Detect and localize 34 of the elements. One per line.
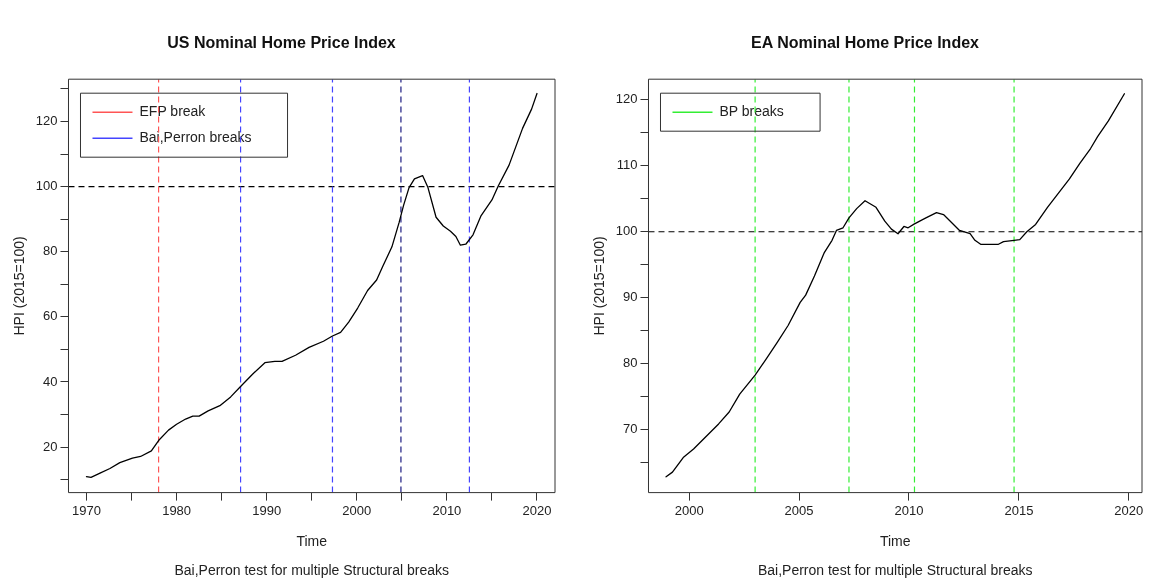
ref-line-label: EFP break [139,103,207,120]
y-tick-label: 110 [616,157,638,173]
y-tick-label: 80 [623,355,638,371]
x-tick-label: 2015 [1004,502,1034,518]
y-tick-label: 100 [35,178,58,194]
y-tick-label: 20 [43,438,58,454]
y-tick-label: 40 [43,373,58,389]
y-axis-title: HPI (2015=100) [591,236,608,336]
x-tick-label: 2010 [894,502,924,518]
x-tick-label: 2020 [522,502,552,518]
y-tick-label: 70 [623,421,638,437]
text: Bai,Perron test for multiple Structural breaks [757,562,1033,578]
y-tick-label: 120 [615,91,638,107]
x-tick-label: 2010 [432,502,462,518]
x-tick-label: 2020 [1114,502,1144,518]
chart-title: EA Nominal Home Price Index [751,34,980,52]
x-tick-label: 1990 [252,502,282,518]
chart-title: US Nominal Home Price Index [167,34,396,52]
y-tick-label: 60 [43,308,58,324]
x-tick-label: 2000 [674,502,704,518]
x-tick-label: 1970 [72,502,101,518]
x-axis-title: Time [879,533,911,550]
ref-line-label: BP breaks [719,103,784,120]
ref-line-label: Bai,Perron breaks [139,129,252,146]
y-axis-title: HPI (2015=100) [11,236,28,336]
x-tick-label: 1980 [162,502,192,518]
text: Bai,Perron test for multiple Structural breaks [174,562,450,578]
y-tick-label: 90 [623,289,638,305]
y-tick-label: 120 [35,113,58,129]
x-tick-label: 2005 [784,502,814,518]
y-tick-label: 100 [615,223,638,239]
x-tick-label: 2000 [342,502,372,518]
x-axis-title: Time [296,533,328,550]
y-tick-label: 80 [43,243,58,259]
